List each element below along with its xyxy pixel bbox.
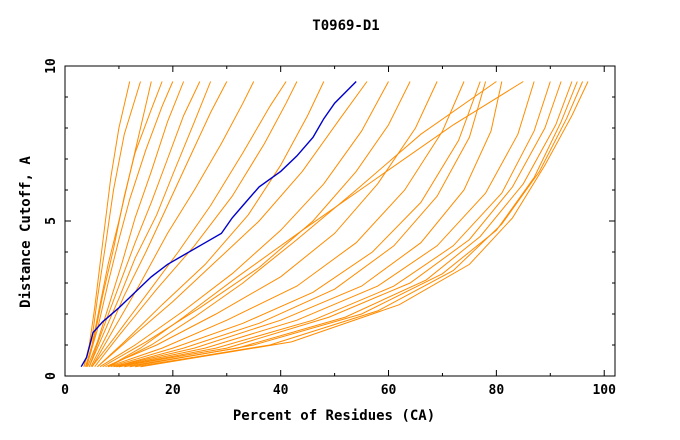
model-line-24 <box>118 81 562 368</box>
x-tick-label: 40 <box>273 383 289 398</box>
model-line-14 <box>97 81 368 368</box>
model-line-30 <box>107 81 524 368</box>
model-line-7 <box>88 81 201 367</box>
model-line-15 <box>99 81 389 368</box>
model-line-23 <box>118 81 551 368</box>
model-line-5 <box>86 81 174 367</box>
axis-ticks <box>64 65 615 377</box>
x-tick-label: 0 <box>61 383 69 398</box>
model-line-3 <box>85 81 152 367</box>
highlight-line <box>80 81 357 368</box>
model-line-22 <box>116 81 535 368</box>
model-line-6 <box>87 81 185 367</box>
plot-frame <box>64 65 616 377</box>
model-line-10 <box>91 81 255 367</box>
model-line-13 <box>97 81 325 368</box>
model-line-1 <box>83 81 131 367</box>
model-line-11 <box>91 81 287 368</box>
y-tick-label: 10 <box>44 58 59 74</box>
model-series <box>83 81 589 368</box>
model-line-12 <box>94 81 298 368</box>
model-line-16 <box>102 81 411 368</box>
model-line-29 <box>107 81 497 368</box>
model-line-28 <box>140 81 589 368</box>
model-line-9 <box>90 81 228 367</box>
highlight-series <box>80 81 357 368</box>
model-line-20 <box>113 81 487 368</box>
x-tick-label: 100 <box>592 383 616 398</box>
y-axis-label: Distance Cutoff, A <box>18 156 34 308</box>
x-tick-label: 80 <box>489 383 505 398</box>
model-line-25 <box>124 81 573 368</box>
x-tick-label: 60 <box>381 383 397 398</box>
model-line-27 <box>135 81 584 368</box>
model-line-21 <box>113 81 503 368</box>
model-line-17 <box>105 81 438 368</box>
chart-title: T0969-D1 <box>312 18 379 34</box>
x-axis-label: Percent of Residues (CA) <box>233 408 435 424</box>
model-line-19 <box>110 81 481 368</box>
axis-tick-labels: 0 20 40 60 80 100 0 5 10 <box>44 58 616 398</box>
y-tick-label: 0 <box>44 372 59 380</box>
model-line-18 <box>107 81 465 368</box>
model-line-26 <box>129 81 578 368</box>
x-tick-label: 20 <box>165 383 181 398</box>
model-line-8 <box>88 81 212 367</box>
y-tick-label: 5 <box>44 217 59 225</box>
